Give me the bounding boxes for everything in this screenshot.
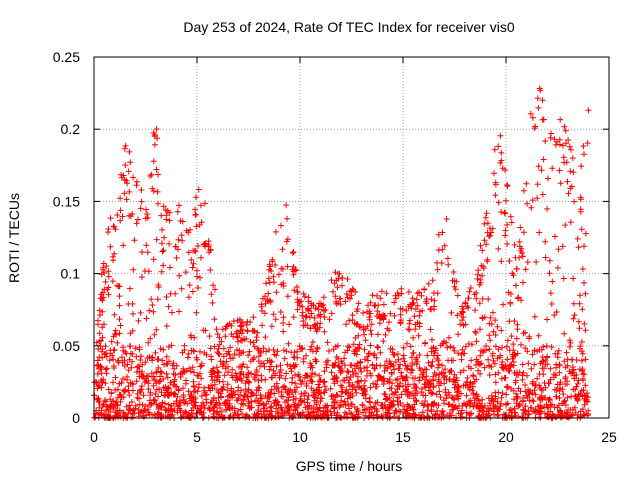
plot-frame xyxy=(93,56,610,419)
y-tick-label: 0.05 xyxy=(53,338,80,354)
chart-title: Day 253 of 2024, Rate Of TEC Index for r… xyxy=(183,19,514,35)
x-tick-label: 15 xyxy=(395,429,411,445)
y-axis-label: ROTI / TECUs xyxy=(6,193,22,283)
axis-ticks xyxy=(93,56,610,419)
x-tick-label: 0 xyxy=(90,429,98,445)
y-tick-label: 0.1 xyxy=(61,266,81,282)
x-tick-label: 25 xyxy=(601,429,617,445)
x-tick-label: 5 xyxy=(193,429,201,445)
y-tick-label: 0.2 xyxy=(61,121,81,137)
y-tick-label: 0.15 xyxy=(53,193,80,209)
grid-lines xyxy=(94,57,609,418)
y-tick-label: 0.25 xyxy=(53,49,80,65)
plot-border xyxy=(93,56,610,419)
x-tick-label: 20 xyxy=(498,429,514,445)
x-tick-label: 10 xyxy=(292,429,308,445)
x-axis-label: GPS time / hours xyxy=(296,458,403,474)
y-tick-label: 0 xyxy=(72,410,80,426)
